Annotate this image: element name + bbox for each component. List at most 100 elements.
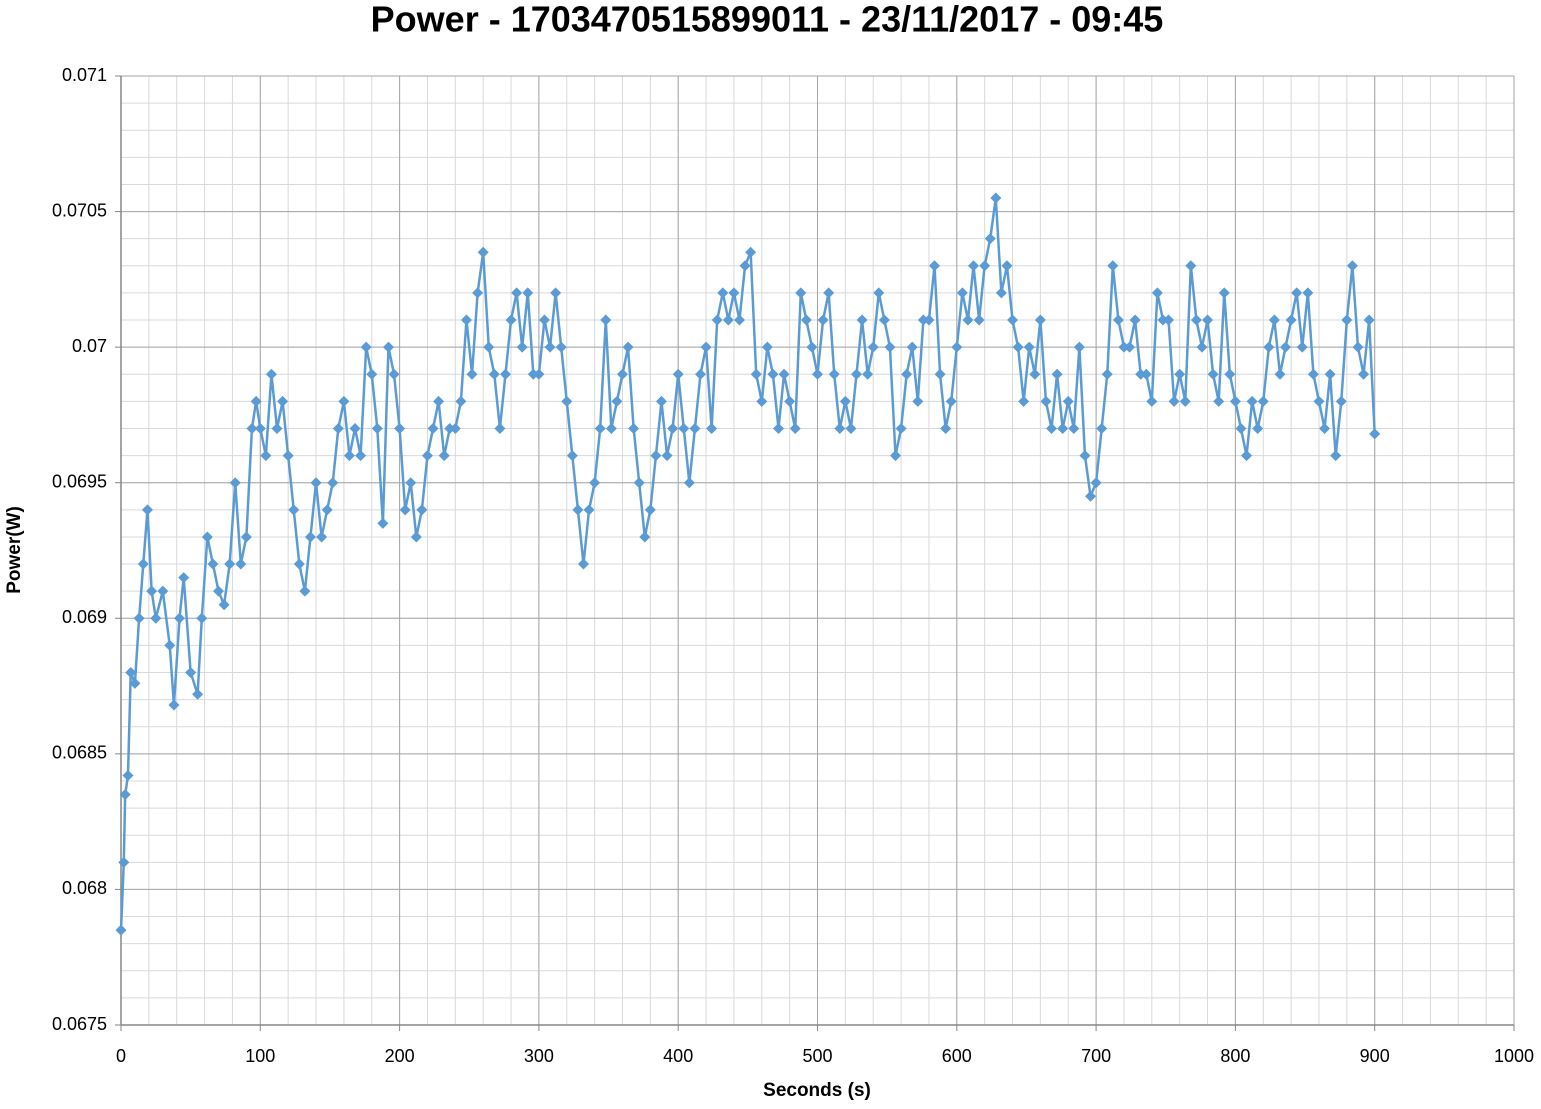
data-point: [1018, 395, 1030, 407]
data-point: [689, 422, 701, 434]
data-point: [1335, 395, 1347, 407]
data-point: [293, 558, 305, 570]
data-point: [174, 612, 186, 624]
data-point: [1090, 477, 1102, 489]
data-point: [168, 699, 180, 711]
data-point: [761, 341, 773, 353]
data-point: [355, 450, 367, 462]
data-point: [616, 368, 628, 380]
data-point: [555, 341, 567, 353]
data-point: [304, 531, 316, 543]
data-point: [1285, 314, 1297, 326]
data-point: [700, 341, 712, 353]
data-point: [1252, 422, 1264, 434]
x-tick-label: 500: [802, 1046, 832, 1066]
data-point: [260, 450, 272, 462]
y-tick-label: 0.0685: [52, 743, 107, 763]
data-point: [1257, 395, 1269, 407]
data-point: [118, 856, 130, 868]
data-point: [472, 287, 484, 299]
data-point: [817, 314, 829, 326]
data-point: [1079, 450, 1091, 462]
data-point: [1319, 422, 1331, 434]
y-tick-label: 0.069: [62, 607, 107, 627]
data-point: [1330, 450, 1342, 462]
data-point: [455, 395, 467, 407]
data-point: [1207, 368, 1219, 380]
data-point: [1124, 341, 1136, 353]
data-point: [929, 260, 941, 272]
data-point: [633, 477, 645, 489]
data-point: [327, 477, 339, 489]
data-point: [678, 422, 690, 434]
data-point: [1163, 314, 1175, 326]
x-tick-label: 300: [524, 1046, 554, 1066]
data-point: [1151, 287, 1163, 299]
data-point: [873, 287, 885, 299]
data-point: [1369, 428, 1381, 440]
data-point: [1040, 395, 1052, 407]
data-point: [878, 314, 890, 326]
data-point: [1129, 314, 1141, 326]
y-axis-label: Power(W): [4, 506, 25, 594]
data-point: [1296, 341, 1308, 353]
data-point: [427, 422, 439, 434]
data-point: [218, 599, 230, 611]
data-point: [433, 395, 445, 407]
data-point: [527, 368, 539, 380]
data-point: [884, 341, 896, 353]
data-point: [990, 192, 1002, 204]
data-point: [806, 341, 818, 353]
data-point: [800, 314, 812, 326]
data-point: [867, 341, 879, 353]
data-point: [572, 504, 584, 516]
data-point: [366, 368, 378, 380]
data-point: [1096, 422, 1108, 434]
data-point: [399, 504, 411, 516]
data-point: [1101, 368, 1113, 380]
data-point: [1291, 287, 1303, 299]
data-point: [1073, 341, 1085, 353]
data-point: [444, 422, 456, 434]
data-point: [1218, 287, 1230, 299]
data-point: [1140, 368, 1152, 380]
data-point: [277, 395, 289, 407]
data-point: [499, 368, 511, 380]
data-point: [129, 677, 141, 689]
data-point: [343, 450, 355, 462]
data-point: [538, 314, 550, 326]
data-point: [812, 368, 823, 380]
data-point: [1179, 395, 1191, 407]
data-point: [694, 368, 706, 380]
data-point: [125, 667, 137, 679]
data-point: [745, 246, 757, 258]
data-point: [310, 477, 322, 489]
data-point: [951, 341, 963, 353]
data-point: [1135, 368, 1147, 380]
data-point: [410, 531, 422, 543]
data-point: [164, 639, 176, 651]
data-point: [1001, 260, 1013, 272]
data-point: [213, 585, 225, 597]
data-point: [1012, 341, 1024, 353]
chart-title: Power - 1703470515899011 - 23/11/2017 - …: [371, 0, 1164, 40]
data-point: [1057, 422, 1069, 434]
data-point: [250, 395, 262, 407]
data-point: [856, 314, 868, 326]
data-point: [192, 688, 204, 700]
data-point: [1034, 314, 1046, 326]
data-point: [1246, 395, 1258, 407]
data-point: [271, 422, 283, 434]
data-point: [795, 287, 807, 299]
data-point: [1274, 368, 1286, 380]
data-point: [1358, 368, 1370, 380]
data-point: [945, 395, 957, 407]
data-point: [973, 314, 985, 326]
x-axis-label: Seconds (s): [763, 1080, 871, 1101]
data-point: [750, 368, 762, 380]
data-point: [1202, 314, 1214, 326]
data-point: [956, 287, 968, 299]
data-point: [901, 368, 913, 380]
x-tick-label: 400: [663, 1046, 693, 1066]
